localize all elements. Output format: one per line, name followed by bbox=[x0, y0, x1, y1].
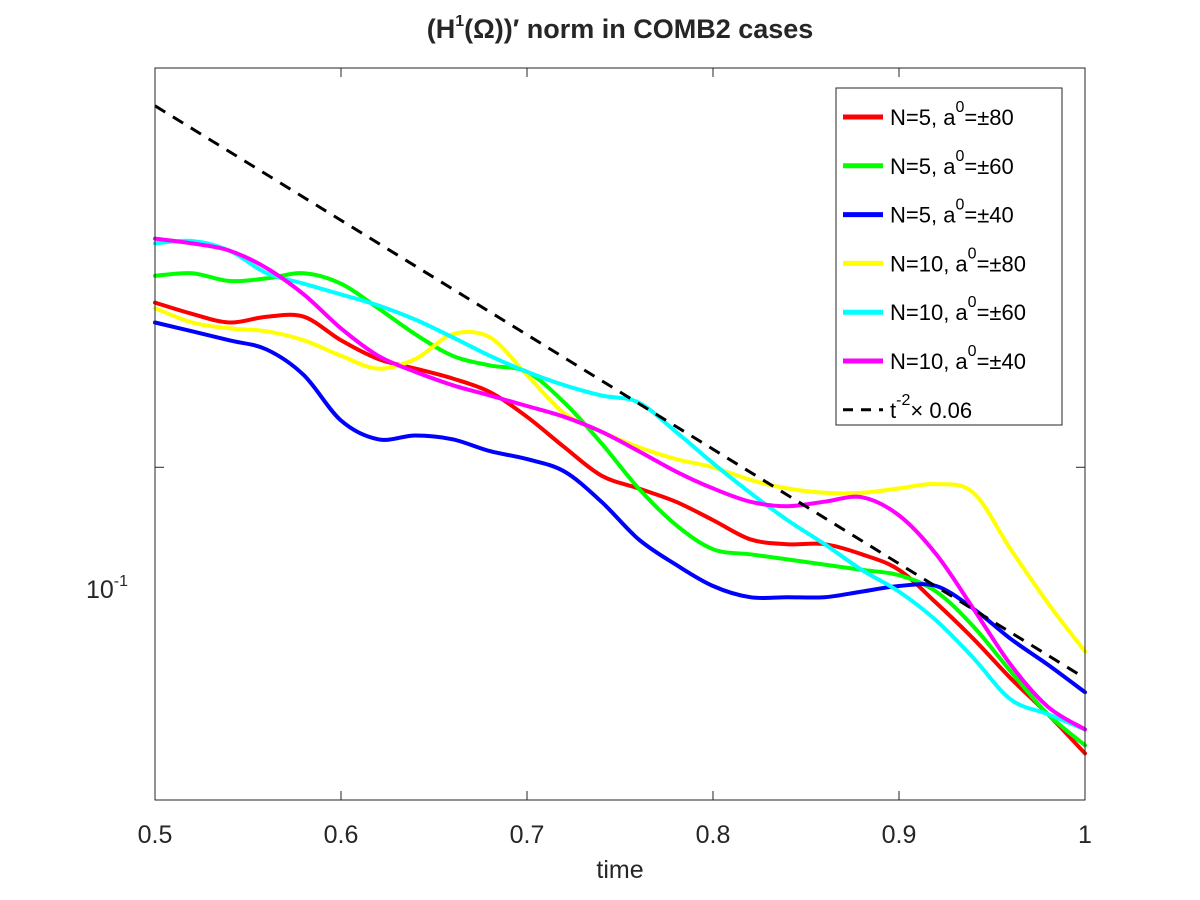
x-tick-label: 0.5 bbox=[138, 821, 173, 849]
legend-label: N=10, a0=±80 bbox=[890, 245, 1026, 276]
y-tick-base: 10 bbox=[86, 576, 114, 604]
x-tick-label: 1 bbox=[1078, 821, 1092, 849]
legend-label: N=5, a0=±60 bbox=[890, 148, 1014, 179]
chart-title: (H1(Ω))′ norm in COMB2 cases bbox=[427, 13, 814, 44]
title-open: (H bbox=[427, 14, 456, 44]
legend-box bbox=[835, 87, 1063, 426]
x-tick-label: 0.7 bbox=[510, 821, 545, 849]
title-sup: 1 bbox=[455, 13, 464, 30]
title-rest: (Ω))′ norm in COMB2 cases bbox=[464, 14, 813, 44]
series-line-reference bbox=[154, 104, 1086, 680]
series-line-4 bbox=[153, 238, 1087, 732]
legend-label: N=10, a0=±40 bbox=[890, 343, 1026, 374]
x-tick-label: 0.9 bbox=[882, 821, 917, 849]
series-line-5 bbox=[153, 236, 1087, 732]
series-line-0 bbox=[153, 300, 1087, 756]
x-tick-label: 0.6 bbox=[324, 821, 359, 849]
y-tick-exp: -1 bbox=[114, 573, 128, 590]
legend-label: N=5, a0=±40 bbox=[890, 197, 1014, 228]
x-axis-label: time bbox=[596, 856, 643, 884]
legend: N=5, a0=±80 N=5, a0=±60 N=5, a0=±40 N=10, a… bbox=[835, 87, 1063, 426]
legend-label: N=5, a0=±80 bbox=[890, 99, 1014, 130]
axes-frame bbox=[154, 67, 1086, 801]
legend-label: N=10, a0=±60 bbox=[890, 294, 1026, 325]
series-lines bbox=[153, 104, 1087, 756]
y-tick-label: 10-1 bbox=[86, 573, 128, 604]
series-line-1 bbox=[153, 271, 1087, 748]
axes: 0.5 0.6 0.7 0.8 0.9 1 bbox=[138, 67, 1092, 849]
x-tick-label: 0.8 bbox=[696, 821, 731, 849]
legend-label: t-2× 0.06 bbox=[890, 392, 972, 423]
